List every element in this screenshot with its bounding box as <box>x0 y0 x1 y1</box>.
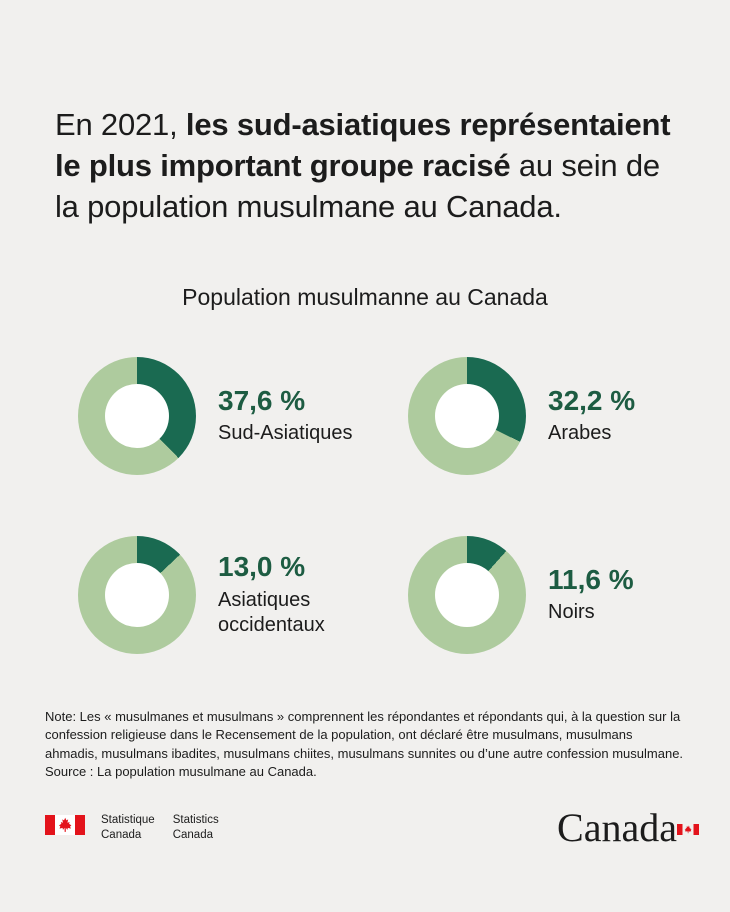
donut-cell-asiatiques-occidentaux: 13,0 % Asiatiques occidentaux <box>78 535 408 654</box>
footnote-block: Note: Les « musulmanes et musulmans » co… <box>45 708 685 782</box>
donut-hole <box>435 383 499 448</box>
donut-chart-noirs <box>408 535 526 654</box>
donut-hole <box>435 562 499 627</box>
donut-hole <box>105 562 169 627</box>
source-text: Source : La population musulmane au Cana… <box>45 764 317 780</box>
title-bold-text: les sud-asiatiques représentaient le plu… <box>55 107 671 184</box>
donut-chart-sud-asiatiques <box>78 356 196 475</box>
category-label: Arabes <box>548 422 612 445</box>
agency-names: Statistique Canada Statistics Canada <box>101 813 219 843</box>
note-text: Note: Les « musulmanes et musulmans » co… <box>45 708 684 761</box>
donut-label-block: 37,6 % Sud-Asiatiques <box>218 384 353 446</box>
category-label: Sud-Asiatiques <box>218 422 353 445</box>
chart-title: Population musulmanne au Canada <box>182 283 548 310</box>
footer: Statistique Canada Statistics Canada Can… <box>45 807 699 848</box>
percent-value: 32,2 % <box>548 384 636 416</box>
donut-label-block: 32,2 % Arabes <box>548 384 636 446</box>
title-regular-suffix: au sein de la population musulmane au Ca… <box>55 148 660 225</box>
wordmark-flag-icon <box>677 802 699 842</box>
donut-grid: 37,6 % Sud-Asiatiques 32,2 % Arabes 13,0… <box>78 356 730 654</box>
title-regular-prefix: En 2021, <box>55 107 186 142</box>
percent-value: 37,6 % <box>218 384 306 416</box>
agency-name-fr: Statistique Canada <box>101 814 155 841</box>
canada-wordmark: Canada <box>557 807 699 848</box>
donut-cell-noirs: 11,6 % Noirs <box>408 535 730 654</box>
donut-chart-arabes <box>408 356 526 475</box>
donut-label-block: 13,0 % Asiatiques occidentaux <box>218 552 383 637</box>
category-label: Asiatiques occidentaux <box>218 589 325 636</box>
statcan-signature: Statistique Canada Statistics Canada <box>45 813 219 843</box>
donut-cell-sud-asiatiques: 37,6 % Sud-Asiatiques <box>78 356 408 475</box>
donut-hole <box>105 383 169 448</box>
donut-cell-arabes: 32,2 % Arabes <box>408 356 730 475</box>
donut-label-block: 11,6 % Noirs <box>548 563 634 625</box>
canada-flag-icon <box>45 815 85 840</box>
category-label: Noirs <box>548 601 595 624</box>
page-title: En 2021, les sud-asiatiques représentaie… <box>55 104 680 228</box>
donut-chart-asiatiques-occidentaux <box>78 535 196 654</box>
percent-value: 11,6 % <box>548 563 634 595</box>
agency-name-en: Statistics Canada <box>172 814 219 841</box>
percent-value: 13,0 % <box>218 551 306 583</box>
